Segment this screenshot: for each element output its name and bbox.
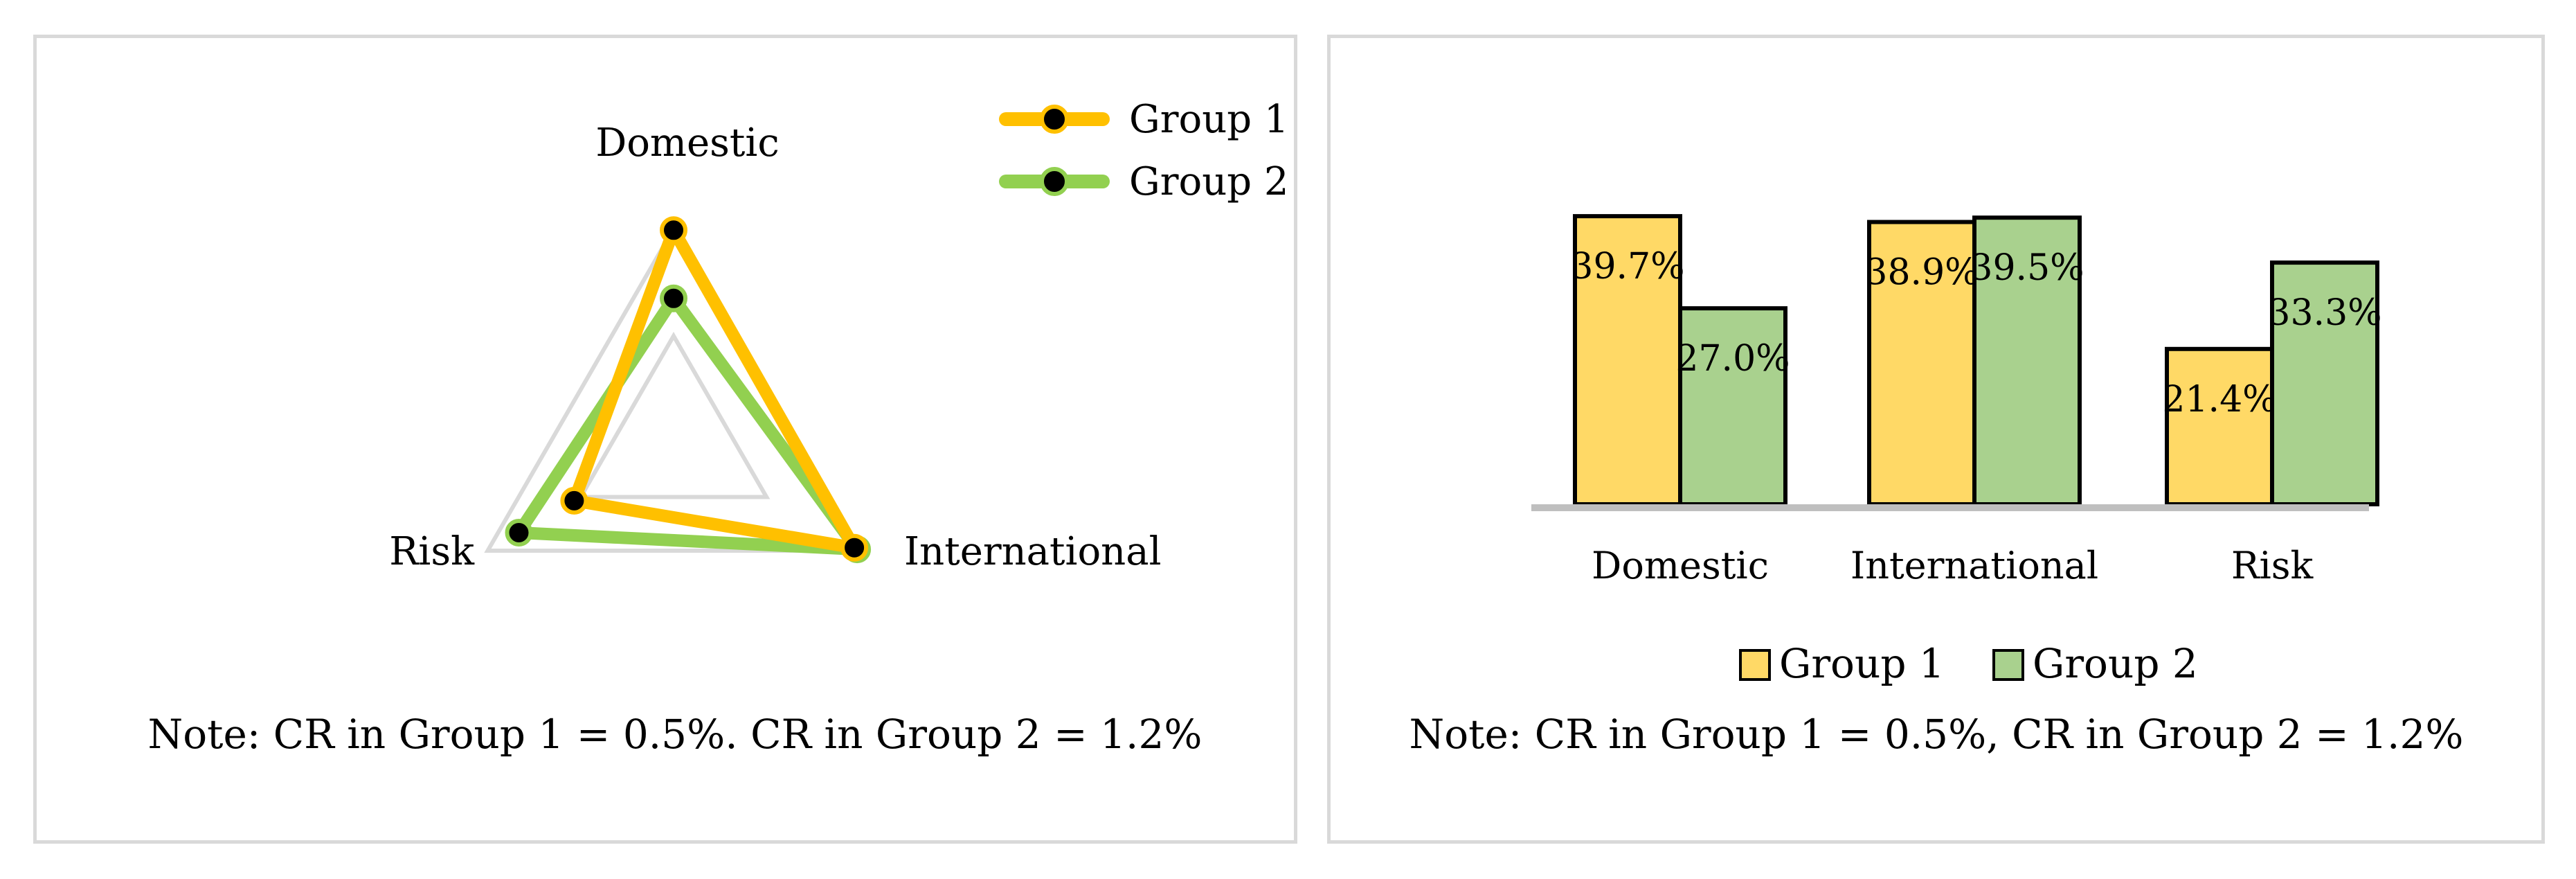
radar-series-group	[505, 216, 872, 564]
bar-data-label-group-2-domestic: 27.0%	[1675, 338, 1790, 380]
bar-data-label-group-2-risk: 33.3%	[2267, 292, 2381, 334]
radar-chart: Domestic International Risk Group 1 Grou…	[147, 97, 1289, 758]
bar-marks: 39.7% 27.0% 38.9%39.5% 21.4% 33.3%	[1570, 214, 2382, 506]
bar-chart: 39.7%27.0%38.9%39.5%21.4%33.3% Domestic …	[1409, 214, 2464, 758]
legend-swatch-group-2	[1992, 649, 2024, 681]
bar-data-label-group-1-risk: 21.4%	[2162, 379, 2276, 420]
radar-axis-label-risk: Risk	[389, 529, 475, 574]
radar-axis-label-domestic: Domestic	[595, 121, 779, 166]
bar-data-label-group-2-international: 39.5%	[1970, 247, 2084, 289]
radar-note: Note: CR in Group 1 = 0.5%. CR in Group …	[147, 711, 1202, 758]
bar-group-2-risk	[2270, 260, 2379, 506]
radar-point-group-1-international	[840, 533, 869, 562]
legend-label-group-2: Group 2	[2033, 640, 2198, 687]
radar-series-line-group-2	[512, 292, 864, 556]
radar-axis-label-international: International	[904, 529, 1162, 574]
bar-group-1-risk	[2165, 346, 2274, 506]
x-tick-risk: Risk	[2231, 544, 2314, 587]
radar-series-line-group-1	[568, 224, 861, 554]
radar-point-group-1-risk	[560, 486, 588, 515]
radar-legend: Group 1 Group 2	[999, 97, 1289, 204]
radar-gridline-1	[577, 331, 771, 499]
legend-label-group-2: Group 2	[1129, 159, 1289, 204]
legend-marker-group-1	[1040, 105, 1069, 134]
bar-data-label-group-1-international: 38.9%	[1864, 252, 1979, 294]
legend-label-group-1: Group 1	[1779, 640, 1945, 687]
bar-chart-panel: 39.7% 27.0% 38.9% 39.5% 21.4% 33.3% Domestic …	[1327, 35, 2545, 844]
bar-group-2-international	[1972, 215, 2082, 506]
radar-point-group-2-risk	[505, 519, 533, 547]
radar-point-group-2-domestic	[660, 284, 687, 312]
bar-note: Note: CR in Group 1 = 0.5%, CR in Group …	[1409, 711, 2463, 758]
legend-swatch-group-1	[1739, 649, 1771, 681]
bar-legend: Group 1 Group 2	[1739, 640, 2198, 687]
bar-group-1-domestic	[1573, 214, 1682, 506]
x-tick-international: International	[1850, 544, 2098, 587]
radar-point-group-1-domestic	[660, 216, 687, 245]
legend-label-group-1: Group 1	[1129, 97, 1289, 142]
legend-marker-group-2	[1040, 167, 1069, 196]
radar-chart-panel: Domestic International Risk Group 1 Grou…	[33, 35, 1297, 844]
x-tick-domestic: Domestic	[1592, 544, 1769, 587]
bar-data-label-group-1-domestic: 39.7%	[1570, 246, 1684, 287]
